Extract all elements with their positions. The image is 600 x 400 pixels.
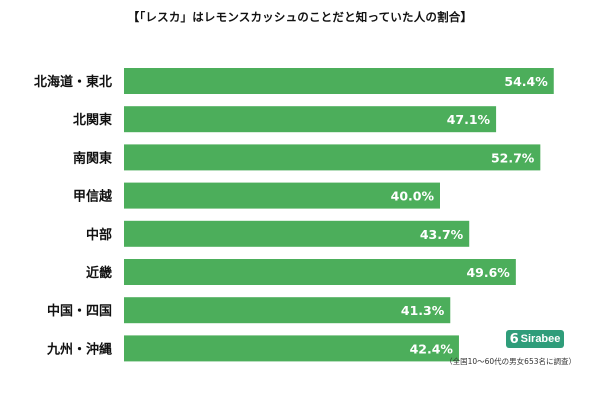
bar [124, 144, 541, 171]
category-label: 中部 [86, 227, 112, 243]
value-label: 49.6% [466, 265, 510, 280]
value-label: 47.1% [447, 112, 491, 127]
sirabee-logo-text: Sirabee [520, 332, 561, 345]
value-label: 40.0% [391, 189, 435, 204]
value-label: 54.4% [504, 74, 548, 89]
bar [124, 259, 516, 285]
category-label: 南関東 [73, 150, 112, 166]
category-label: 北関東 [73, 112, 112, 128]
bar [124, 220, 470, 247]
bar [124, 106, 497, 133]
survey-note: （全国10～60代の男女653名に調査） [445, 357, 576, 366]
sirabee-logo: 6 Sirabee [506, 330, 564, 348]
category-label: 九州・沖縄 [46, 341, 112, 357]
bar [124, 335, 459, 362]
chart-title: 【「レスカ」はレモンスカッシュのことだと知っていた人の割合】 [127, 10, 473, 24]
sirabee-logo-mark: 6 [509, 331, 519, 347]
value-label: 42.4% [410, 341, 454, 356]
value-label: 41.3% [401, 303, 445, 318]
value-label: 43.7% [420, 227, 464, 242]
category-label: 近畿 [86, 265, 112, 281]
category-label: 北海道・東北 [34, 74, 112, 90]
category-label: 中国・四国 [47, 303, 112, 319]
bar [124, 297, 451, 324]
bar [124, 68, 554, 94]
value-label: 52.7% [491, 150, 535, 165]
category-label: 甲信越 [73, 189, 113, 205]
bar [124, 182, 440, 209]
